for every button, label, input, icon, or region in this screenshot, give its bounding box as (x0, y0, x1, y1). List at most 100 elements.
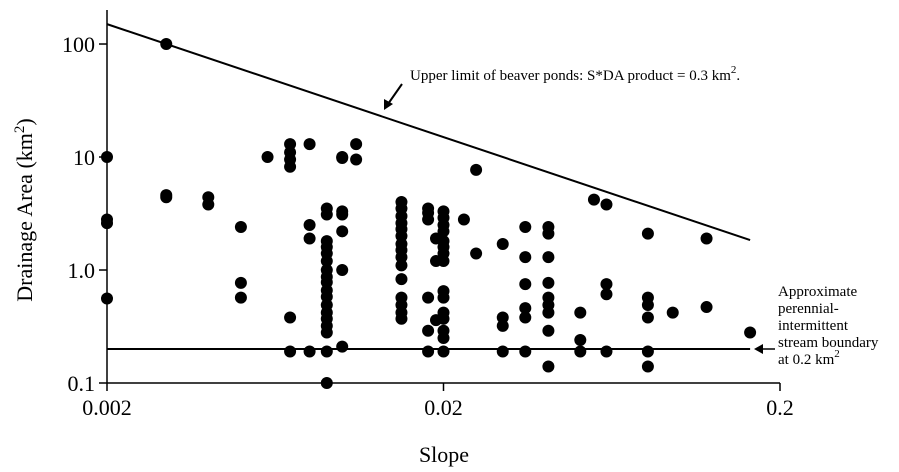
x-tick-label: 0.02 (424, 395, 463, 420)
y-label-text: Drainage Area (km (12, 133, 37, 302)
point (303, 219, 316, 232)
ann-line: Approximate (778, 284, 857, 300)
point (202, 198, 215, 211)
point (320, 208, 333, 221)
point (457, 213, 470, 226)
point (422, 291, 435, 304)
ann-line: intermittent (778, 318, 849, 334)
arrow-line (387, 83, 403, 105)
point (437, 225, 450, 238)
ann-sup: 2 (834, 348, 840, 360)
point (350, 138, 363, 151)
point (496, 319, 509, 332)
point (320, 377, 333, 389)
point (496, 237, 509, 250)
point (744, 326, 757, 339)
point (641, 227, 654, 240)
point (234, 276, 247, 289)
point (437, 312, 450, 325)
point (542, 306, 555, 319)
point (437, 291, 450, 304)
point (160, 191, 173, 204)
point (600, 198, 613, 211)
point (336, 152, 349, 165)
point (437, 345, 450, 358)
point (350, 153, 363, 166)
point (422, 345, 435, 358)
x-axis-label: Slope (419, 442, 469, 467)
point (101, 292, 113, 305)
y-tick-label: 100 (62, 32, 95, 57)
point (519, 345, 532, 358)
ann-end: . (736, 68, 740, 84)
point (542, 251, 555, 264)
point (574, 345, 587, 358)
point (542, 227, 555, 240)
point (496, 345, 509, 358)
point (261, 151, 274, 164)
ann-text: at 0.2 km (778, 352, 835, 368)
y-tick-label: 1.0 (68, 258, 96, 283)
boundary-annotation: Approximateperennial-intermittentstream … (778, 284, 879, 368)
point (519, 251, 532, 264)
point (641, 299, 654, 312)
point (284, 138, 297, 151)
point (437, 255, 450, 268)
point (600, 278, 613, 291)
point (320, 326, 333, 339)
point (587, 193, 600, 206)
x-tick-label: 0.2 (766, 395, 794, 420)
point (320, 276, 333, 289)
y-label-end: ) (12, 118, 37, 125)
ann-line: stream boundary (778, 335, 879, 351)
point (320, 290, 333, 303)
y-tick-label: 0.1 (68, 371, 96, 396)
point (395, 273, 408, 286)
y-axis-label: Drainage Area (km2) (12, 118, 37, 301)
annotation: Upper limit of beaver ponds: S*DA produc… (410, 64, 740, 84)
point (700, 232, 713, 245)
point (470, 247, 483, 260)
x-tick-label: 0.002 (82, 395, 132, 420)
point (101, 151, 113, 164)
point (101, 217, 113, 230)
point (542, 324, 555, 337)
point (284, 345, 297, 358)
point (336, 208, 349, 221)
point (641, 345, 654, 358)
point (284, 160, 297, 173)
point (234, 221, 247, 234)
point (422, 213, 435, 226)
point (336, 225, 349, 238)
point (336, 340, 349, 353)
point (519, 221, 532, 234)
point (519, 311, 532, 324)
y-label-sup: 2 (12, 126, 28, 134)
point (303, 232, 316, 245)
point (496, 311, 509, 324)
reference-line (106, 23, 751, 242)
point (600, 288, 613, 301)
y-tick-label: 10 (73, 145, 95, 170)
point (303, 345, 316, 358)
point (160, 38, 173, 51)
point (519, 302, 532, 315)
point (600, 345, 613, 358)
point (284, 311, 297, 324)
ann-line: at 0.2 km2 (778, 348, 840, 368)
point (574, 334, 587, 347)
point (303, 138, 316, 151)
ann-text: Upper limit of beaver ponds: S*DA produc… (410, 68, 731, 84)
ann-sup: 2 (731, 64, 737, 76)
point (336, 264, 349, 277)
point (519, 278, 532, 291)
arrow-head (754, 344, 763, 354)
point (700, 301, 713, 314)
point (320, 255, 333, 268)
point (395, 312, 408, 325)
point (234, 291, 247, 304)
point (574, 306, 587, 319)
point (542, 276, 555, 289)
point (641, 311, 654, 324)
